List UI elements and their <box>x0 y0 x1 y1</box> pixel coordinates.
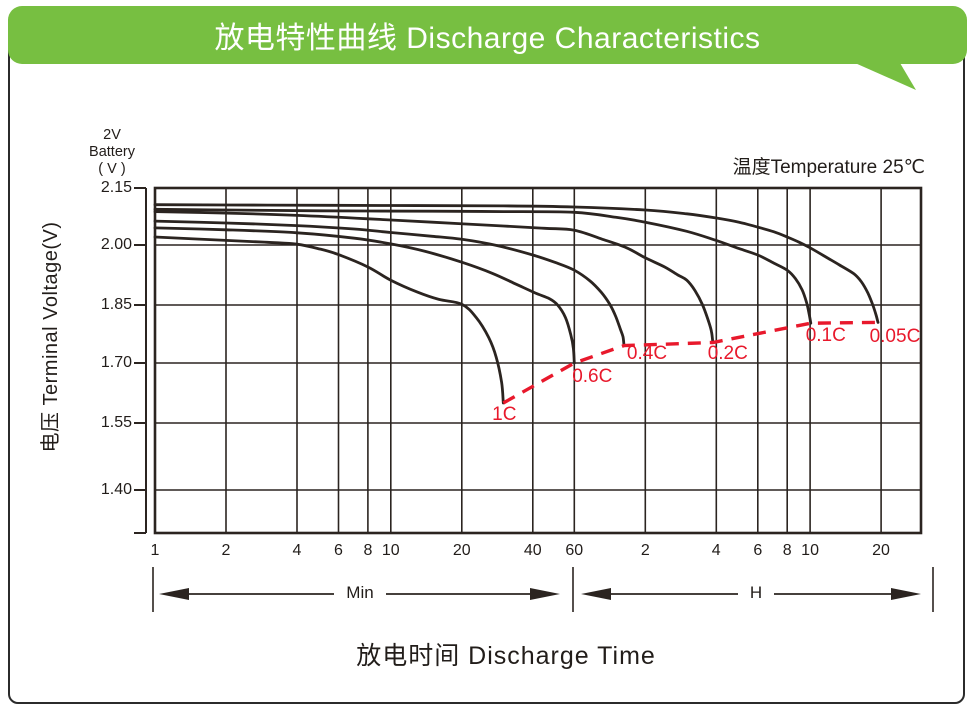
x-tick-label: 10 <box>801 542 819 559</box>
y-tick-label: 2.00 <box>100 236 132 253</box>
minutes-range-arrow <box>159 588 560 600</box>
temperature-note: 温度Temperature 25℃ <box>732 157 925 178</box>
y-tick-label: 1.55 <box>100 414 132 431</box>
y-tick-label: 1.40 <box>100 481 132 498</box>
y-tick-label: 2.15 <box>100 179 132 196</box>
x-unit-label-min: Min <box>342 583 378 603</box>
plot-border <box>153 186 923 535</box>
curve-1C <box>153 235 505 405</box>
page-title: 放电特性曲线 Discharge Characteristics <box>214 22 761 55</box>
y-tick-label: 1.70 <box>100 354 132 371</box>
curve-0.05C <box>153 203 880 324</box>
series-label-0.4C: 0.4C <box>626 342 668 364</box>
x-tick-label: 4 <box>292 542 302 559</box>
curve-0.2C <box>153 210 715 344</box>
curve-0.4C <box>153 219 626 347</box>
x-tick-label: 8 <box>782 542 792 559</box>
banner-tail-icon <box>855 63 916 90</box>
hours-range-arrow <box>581 588 921 600</box>
title-banner: 放电特性曲线 Discharge Characteristics <box>8 6 967 64</box>
x-tick-label: 6 <box>334 542 343 559</box>
x-tick-label: 6 <box>753 542 763 559</box>
x-axis-title: 放电时间 Discharge Time <box>356 642 656 670</box>
battery-unit-note: 2V Battery ( V ) <box>89 127 135 177</box>
x-tick-label: 4 <box>711 542 721 559</box>
x-unit-label-h: H <box>745 583 767 603</box>
series-label-0.1C: 0.1C <box>805 325 846 347</box>
series-label-0.2C: 0.2C <box>707 342 748 364</box>
series-label-1C: 1C <box>492 404 517 425</box>
x-tick-label: 2 <box>221 542 231 559</box>
x-tick-label: 20 <box>452 542 471 559</box>
x-tick-label: 8 <box>363 542 373 559</box>
cutoff-dashed-line <box>502 320 879 405</box>
x-tick-label: 20 <box>872 542 890 559</box>
page-border-frame <box>8 12 965 704</box>
y-axis-title: 电压 Terminal Voltage(V) <box>40 221 62 453</box>
x-tick-label: 2 <box>640 542 650 559</box>
curve-0.1C <box>153 207 813 325</box>
series-label-0.6C: 0.6C <box>572 366 613 387</box>
x-tick-label: 60 <box>565 542 584 559</box>
curve-0.6C <box>153 226 576 365</box>
x-tick-label: 1 <box>150 542 160 559</box>
x-tick-label: 10 <box>381 542 400 559</box>
series-label-0.05C: 0.05C <box>869 326 921 348</box>
y-tick-label: 1.85 <box>100 296 132 313</box>
x-tick-label: 40 <box>523 542 542 559</box>
